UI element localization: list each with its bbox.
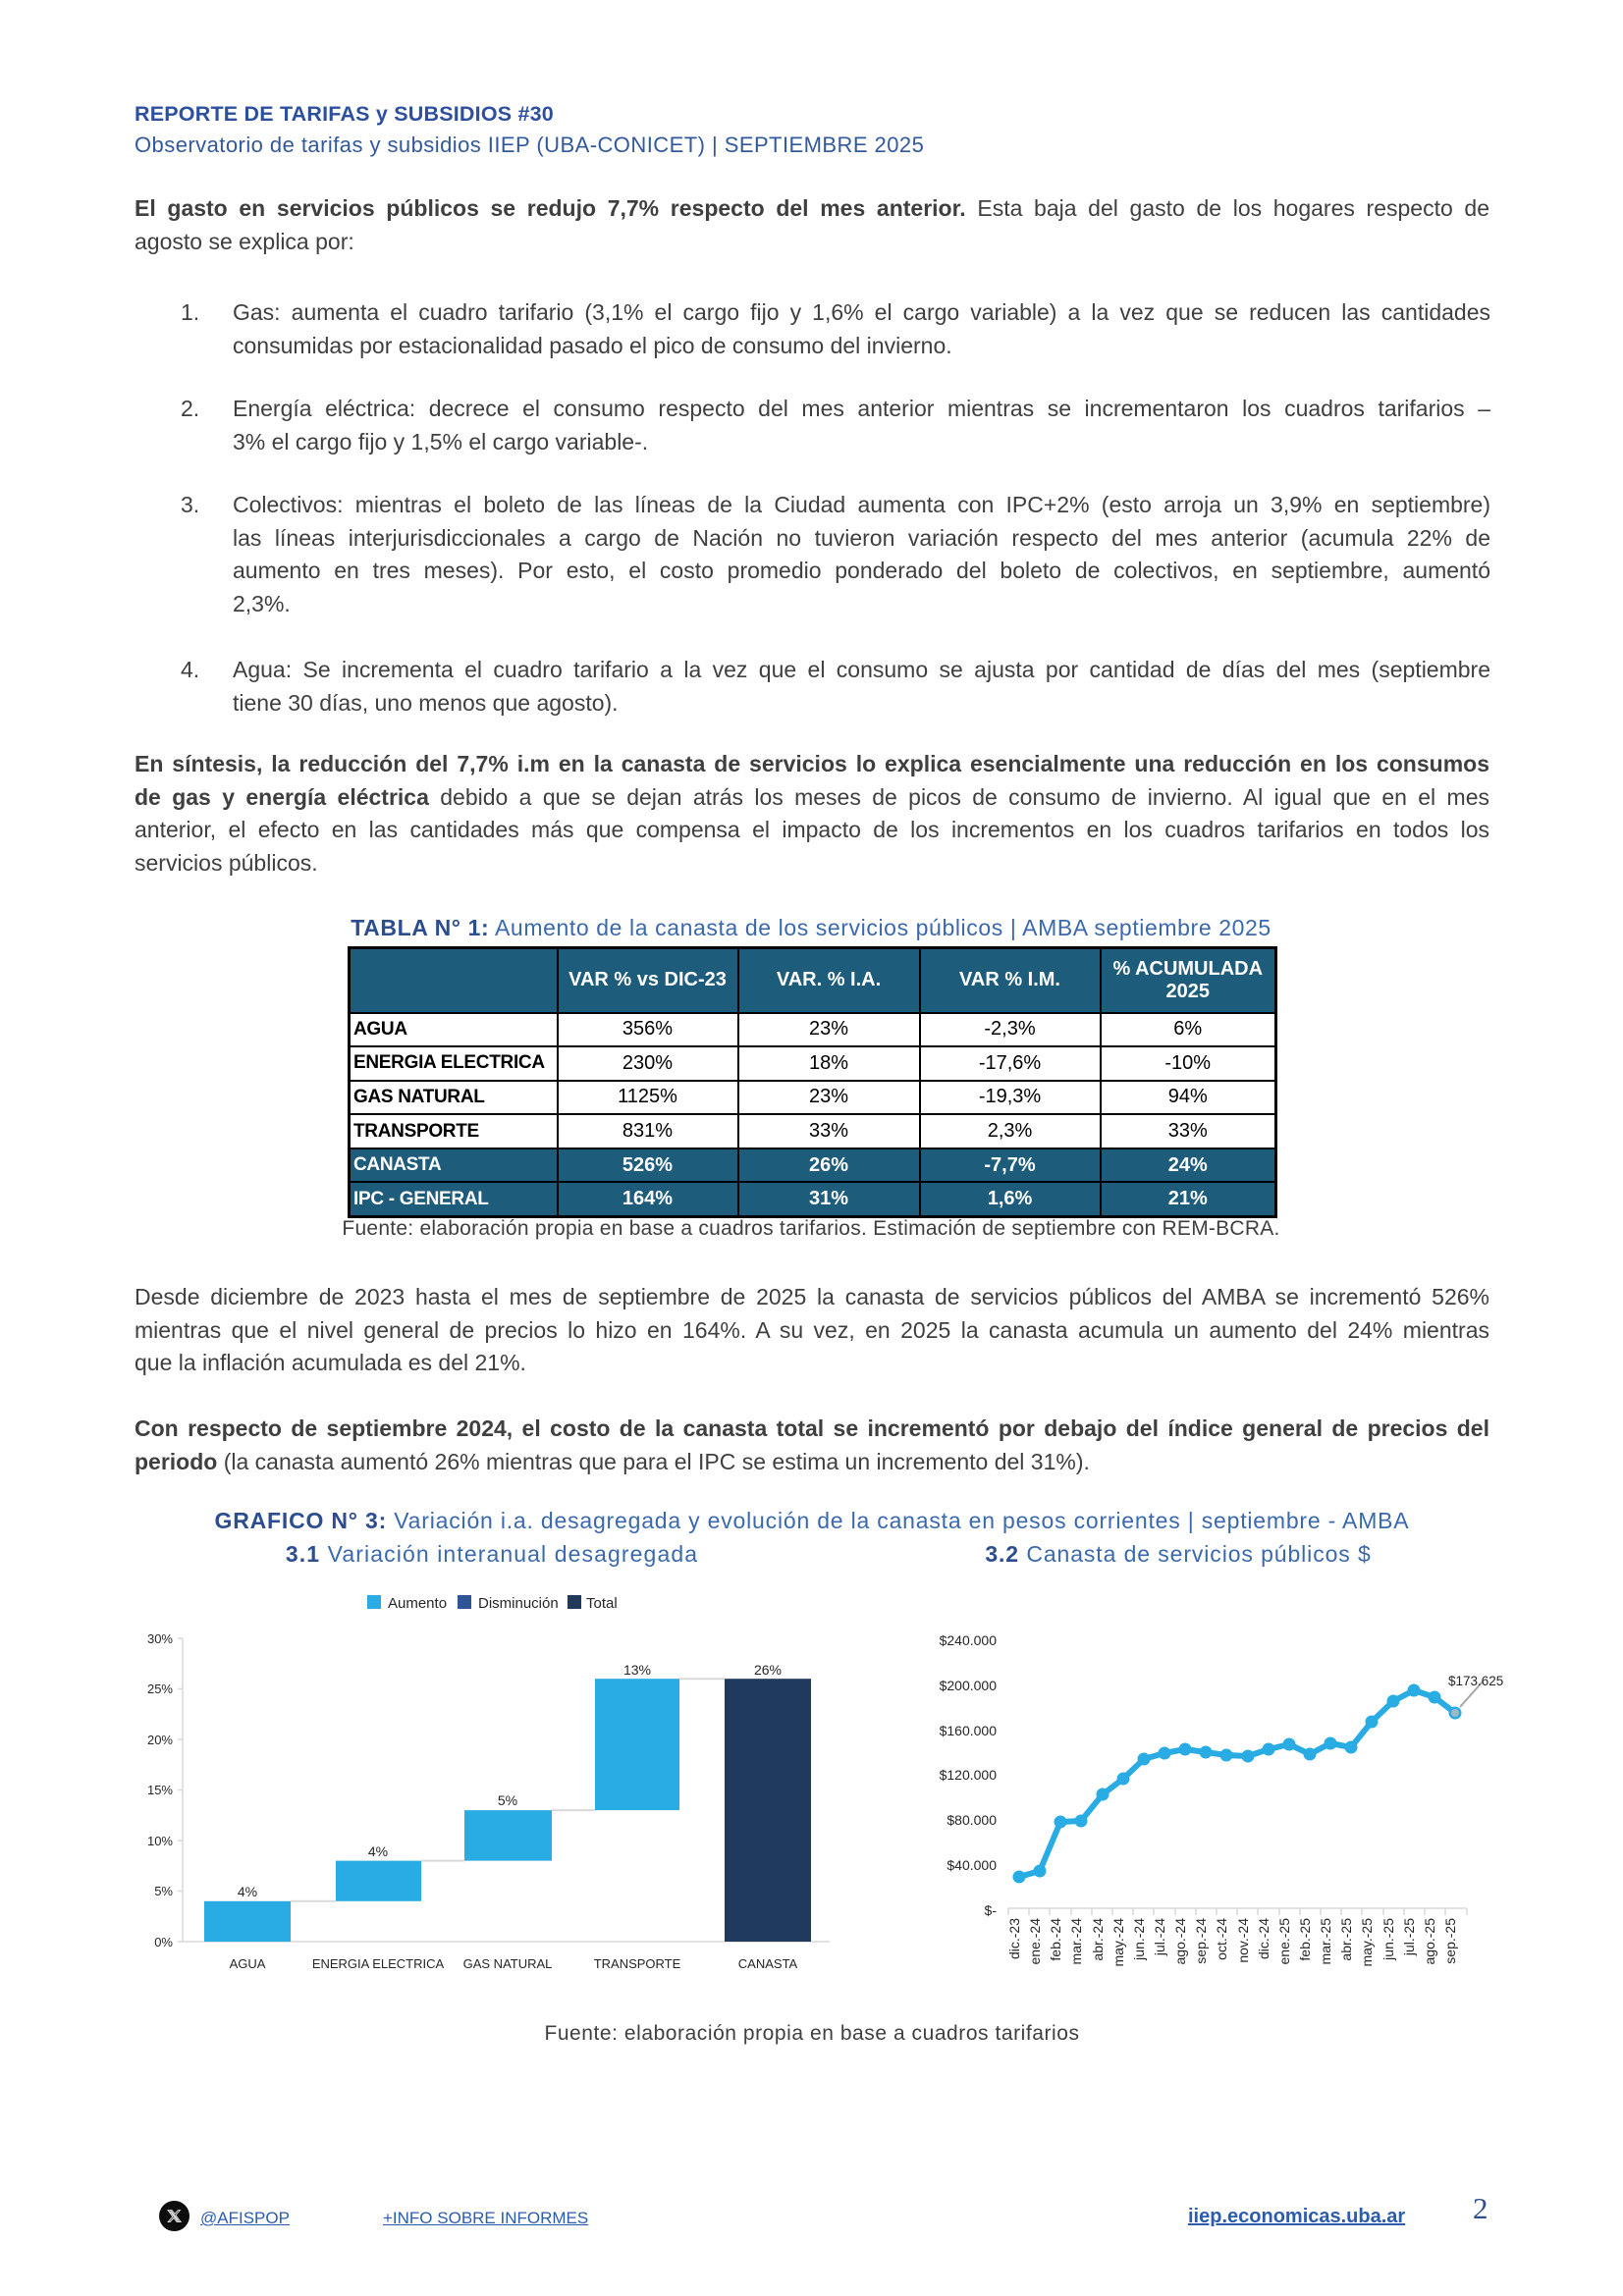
svg-text:0%: 0% <box>154 1935 173 1949</box>
svg-text:5%: 5% <box>154 1884 173 1898</box>
svg-text:abr.-25: abr.-25 <box>1338 1918 1354 1961</box>
svg-text:jul.-25: jul.-25 <box>1401 1918 1417 1956</box>
svg-text:$240.000: $240.000 <box>940 1632 998 1648</box>
svg-text:Aumento: Aumento <box>388 1595 447 1612</box>
svg-text:$173.625: $173.625 <box>1448 1674 1503 1688</box>
svg-text:TRANSPORTE: TRANSPORTE <box>594 1956 681 1971</box>
svg-text:13%: 13% <box>623 1662 651 1678</box>
svg-text:may.-25: may.-25 <box>1359 1918 1375 1967</box>
svg-text:4%: 4% <box>238 1884 257 1899</box>
svg-text:$40.000: $40.000 <box>947 1857 997 1873</box>
svg-text:dic.-23: dic.-23 <box>1006 1918 1022 1959</box>
svg-text:ago.-24: ago.-24 <box>1172 1918 1188 1965</box>
svg-text:GAS NATURAL: GAS NATURAL <box>463 1956 553 1971</box>
svg-text:mar.-25: mar.-25 <box>1318 1918 1333 1965</box>
svg-text:$-: $- <box>985 1902 998 1918</box>
svg-text:10%: 10% <box>147 1834 173 1848</box>
svg-text:mar.-24: mar.-24 <box>1068 1918 1084 1965</box>
svg-text:5%: 5% <box>498 1792 517 1808</box>
svg-text:Total: Total <box>586 1595 618 1612</box>
svg-text:ago.-25: ago.-25 <box>1422 1918 1437 1965</box>
svg-text:abr.-24: abr.-24 <box>1090 1918 1106 1961</box>
svg-text:Disminución: Disminución <box>478 1595 559 1612</box>
svg-text:jul.-24: jul.-24 <box>1152 1918 1167 1956</box>
svg-text:25%: 25% <box>147 1682 173 1696</box>
svg-text:feb.-25: feb.-25 <box>1297 1918 1313 1961</box>
svg-text:30%: 30% <box>147 1631 173 1646</box>
svg-text:20%: 20% <box>147 1733 173 1747</box>
svg-text:26%: 26% <box>754 1662 782 1678</box>
svg-text:$200.000: $200.000 <box>940 1678 998 1693</box>
svg-text:feb.-24: feb.-24 <box>1048 1918 1063 1961</box>
svg-text:$120.000: $120.000 <box>940 1767 998 1783</box>
svg-text:AGUA: AGUA <box>230 1956 266 1971</box>
svg-text:oct.-24: oct.-24 <box>1214 1918 1229 1960</box>
svg-text:$80.000: $80.000 <box>947 1812 997 1828</box>
svg-text:ene.-24: ene.-24 <box>1027 1918 1043 1965</box>
svg-text:CANASTA: CANASTA <box>738 1956 798 1971</box>
svg-text:nov.-24: nov.-24 <box>1235 1918 1251 1963</box>
svg-text:ene.-25: ene.-25 <box>1276 1918 1292 1965</box>
svg-text:15%: 15% <box>147 1783 173 1797</box>
svg-text:4%: 4% <box>368 1843 388 1859</box>
svg-text:jun.-25: jun.-25 <box>1380 1918 1396 1961</box>
svg-text:$160.000: $160.000 <box>940 1723 998 1738</box>
svg-text:sep.-25: sep.-25 <box>1442 1918 1458 1964</box>
svg-text:sep.-24: sep.-24 <box>1193 1918 1209 1964</box>
svg-text:dic.-24: dic.-24 <box>1256 1918 1271 1959</box>
svg-text:may.-24: may.-24 <box>1110 1918 1126 1967</box>
svg-text:ENERGIA ELECTRICA: ENERGIA ELECTRICA <box>312 1956 445 1971</box>
svg-text:jun.-24: jun.-24 <box>1131 1918 1147 1961</box>
